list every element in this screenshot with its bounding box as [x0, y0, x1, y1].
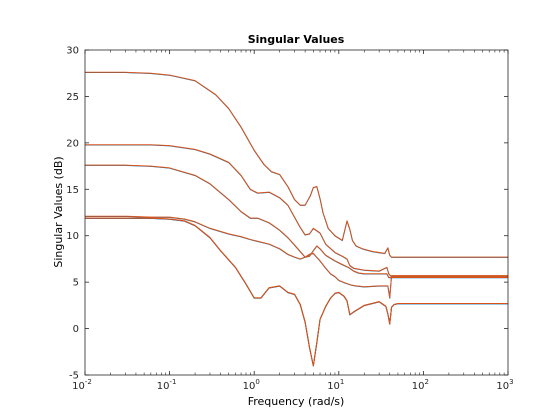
y-tick-label: 25 — [66, 92, 79, 103]
singular-value-line-11 — [85, 217, 508, 367]
plot-area — [85, 50, 508, 375]
y-tick-label: -5 — [69, 371, 79, 382]
x-tick-label: 10-2 — [72, 378, 92, 392]
chart-title: Singular Values — [248, 33, 345, 46]
axes-box — [84, 49, 509, 376]
y-axis-label: Singular Values (dB) — [52, 156, 65, 267]
axes-layer: -5 0 5 10 15 20 25 30 10-2 10-1 100 101 102 103 — [66, 46, 513, 393]
x-tick-label: 102 — [412, 378, 429, 392]
x-tick-label: 103 — [496, 378, 513, 392]
x-tick-label: 10-1 — [157, 378, 177, 392]
series-layer — [85, 71, 508, 367]
y-tick-label: 10 — [66, 231, 79, 242]
y-tick-label: 5 — [73, 278, 79, 289]
y-tick-label: 15 — [66, 185, 79, 196]
y-tick-label: 30 — [66, 46, 79, 57]
singular-value-line-12 — [85, 215, 508, 299]
singular-value-line-8 — [85, 144, 508, 278]
y-tick-label: 0 — [73, 324, 79, 335]
x-tick-label: 100 — [243, 378, 260, 392]
y-tick-label: 20 — [66, 138, 79, 149]
x-tick-label: 101 — [327, 378, 344, 392]
singular-value-line-7 — [85, 71, 508, 258]
x-axis-label: Frequency (rad/s) — [248, 395, 345, 408]
